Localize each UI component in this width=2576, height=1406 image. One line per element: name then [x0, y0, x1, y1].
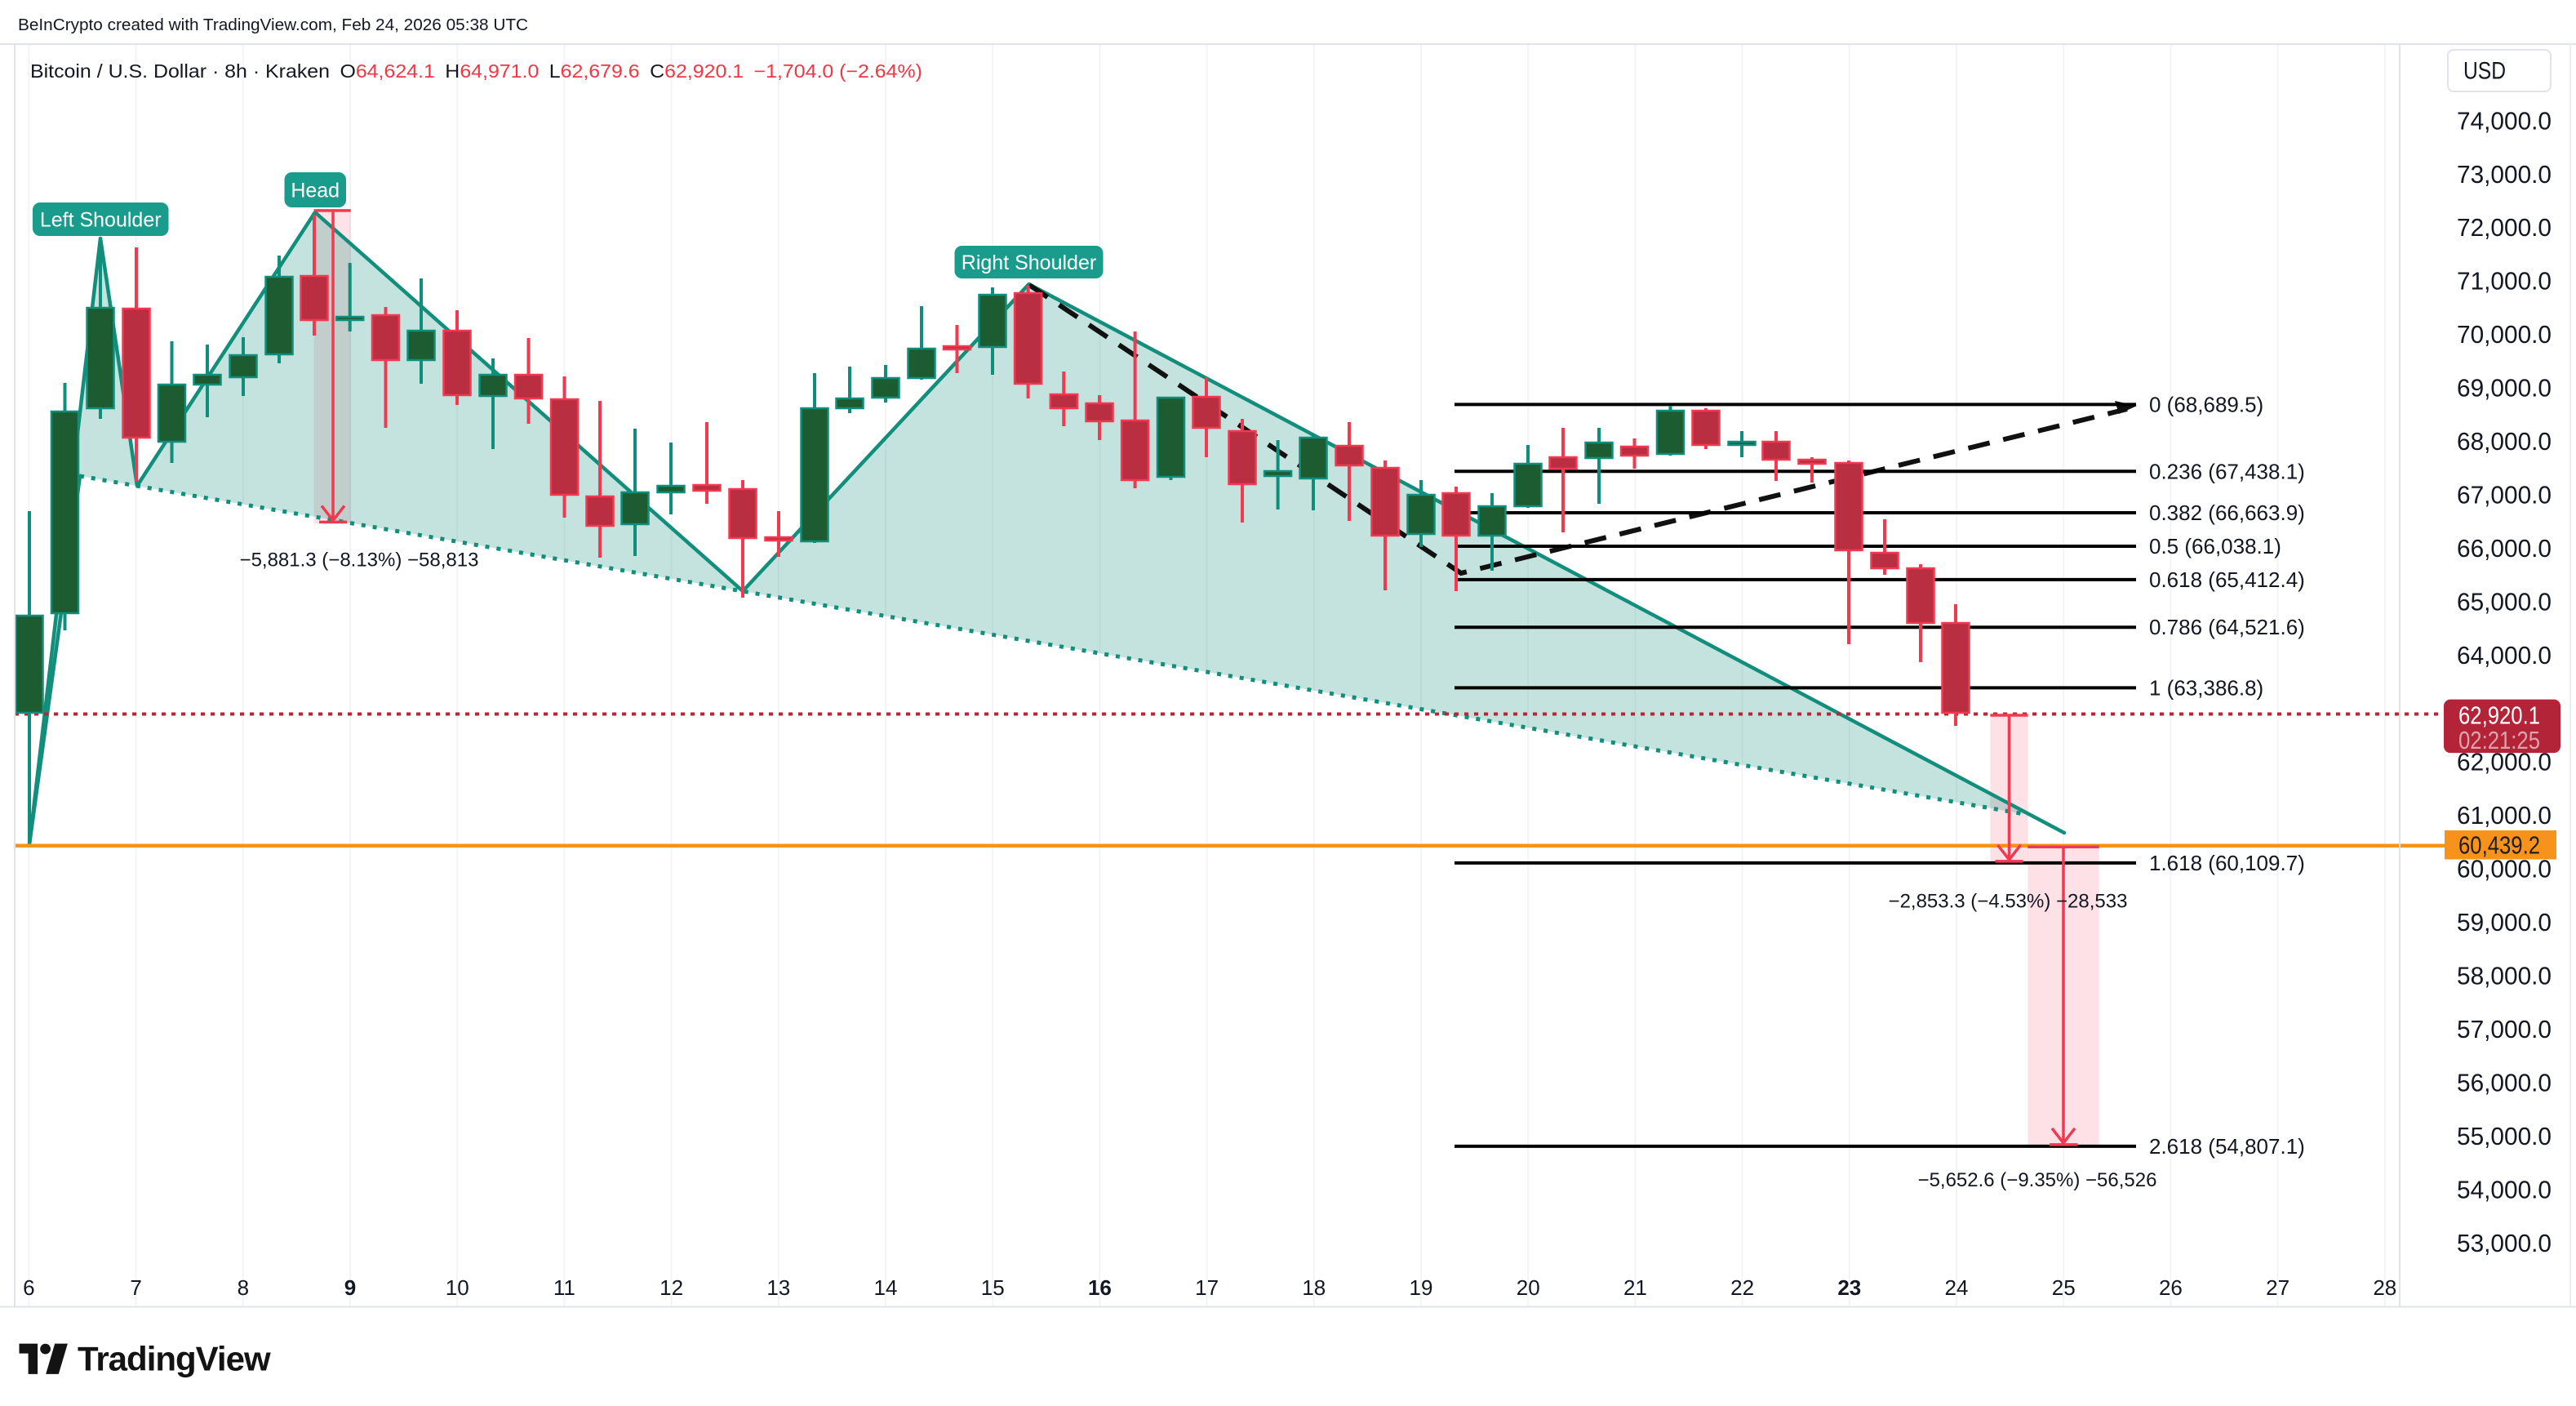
- svg-text:23: 23: [1837, 1275, 1861, 1300]
- svg-text:71,000.0: 71,000.0: [2457, 267, 2552, 296]
- svg-text:65,000.0: 65,000.0: [2457, 587, 2552, 616]
- svg-text:64,000.0: 64,000.0: [2457, 641, 2552, 670]
- svg-text:−5,652.6 (−9.35%) −56,526: −5,652.6 (−9.35%) −56,526: [1918, 1169, 2157, 1191]
- svg-text:Head: Head: [291, 180, 340, 202]
- svg-text:55,000.0: 55,000.0: [2457, 1122, 2552, 1150]
- svg-text:6: 6: [23, 1275, 34, 1300]
- svg-text:19: 19: [1410, 1275, 1433, 1300]
- svg-text:54,000.0: 54,000.0: [2457, 1175, 2552, 1204]
- svg-text:56,000.0: 56,000.0: [2457, 1068, 2552, 1097]
- svg-text:10: 10: [446, 1275, 469, 1300]
- svg-text:BeInCrypto created with Tradin: BeInCrypto created with TradingView.com,…: [18, 16, 528, 34]
- svg-text:02:21:25: 02:21:25: [2458, 726, 2540, 754]
- svg-text:61,000.0: 61,000.0: [2457, 801, 2552, 830]
- svg-text:18: 18: [1302, 1275, 1326, 1300]
- svg-text:69,000.0: 69,000.0: [2457, 374, 2552, 403]
- svg-text:Right Shoulder: Right Shoulder: [962, 251, 1096, 274]
- svg-text:28: 28: [2373, 1275, 2396, 1300]
- svg-text:0.5 (66,038.1): 0.5 (66,038.1): [2149, 534, 2281, 558]
- svg-text:14: 14: [874, 1275, 898, 1300]
- svg-text:62,920.1: 62,920.1: [2458, 701, 2540, 729]
- svg-text:57,000.0: 57,000.0: [2457, 1015, 2552, 1043]
- svg-text:13: 13: [766, 1275, 790, 1300]
- svg-text:Bitcoin / U.S. Dollar · 8h · K: Bitcoin / U.S. Dollar · 8h · Kraken O 64,…: [30, 60, 922, 82]
- svg-text:27: 27: [2266, 1275, 2290, 1300]
- svg-text:11: 11: [553, 1275, 575, 1300]
- svg-text:25: 25: [2052, 1275, 2076, 1300]
- svg-text:USD: USD: [2463, 58, 2506, 85]
- svg-text:74,000.0: 74,000.0: [2457, 106, 2552, 135]
- svg-text:1.618 (60,109.7): 1.618 (60,109.7): [2149, 851, 2305, 875]
- svg-text:60,439.2: 60,439.2: [2458, 831, 2540, 860]
- svg-text:58,000.0: 58,000.0: [2457, 962, 2552, 990]
- svg-text:17: 17: [1195, 1275, 1219, 1300]
- svg-text:72,000.0: 72,000.0: [2457, 213, 2552, 242]
- svg-text:1 (63,386.8): 1 (63,386.8): [2149, 675, 2263, 700]
- svg-text:7: 7: [130, 1275, 141, 1300]
- svg-text:21: 21: [1623, 1275, 1647, 1300]
- svg-text:66,000.0: 66,000.0: [2457, 534, 2552, 563]
- svg-text:73,000.0: 73,000.0: [2457, 160, 2552, 189]
- svg-text:TradingView: TradingView: [78, 1340, 271, 1378]
- svg-text:0.236 (67,438.1): 0.236 (67,438.1): [2149, 459, 2305, 483]
- svg-text:8: 8: [238, 1275, 249, 1300]
- svg-text:12: 12: [660, 1275, 683, 1300]
- svg-text:0.618 (65,412.4): 0.618 (65,412.4): [2149, 567, 2305, 592]
- svg-text:22: 22: [1730, 1275, 1754, 1300]
- svg-text:2.618 (54,807.1): 2.618 (54,807.1): [2149, 1134, 2305, 1159]
- svg-text:0.382 (66,663.9): 0.382 (66,663.9): [2149, 501, 2305, 525]
- svg-text:16: 16: [1088, 1275, 1112, 1300]
- svg-text:59,000.0: 59,000.0: [2457, 908, 2552, 937]
- svg-text:20: 20: [1517, 1275, 1540, 1300]
- svg-text:15: 15: [981, 1275, 1005, 1300]
- svg-text:26: 26: [2159, 1275, 2183, 1300]
- svg-text:0.786 (64,521.6): 0.786 (64,521.6): [2149, 615, 2305, 639]
- svg-text:68,000.0: 68,000.0: [2457, 427, 2552, 456]
- svg-text:67,000.0: 67,000.0: [2457, 481, 2552, 509]
- svg-text:Left Shoulder: Left Shoulder: [40, 209, 162, 232]
- svg-text:0 (68,689.5): 0 (68,689.5): [2149, 392, 2263, 416]
- svg-text:−5,881.3 (−8.13%) −58,813: −5,881.3 (−8.13%) −58,813: [240, 549, 479, 572]
- svg-text:53,000.0: 53,000.0: [2457, 1229, 2552, 1257]
- svg-text:70,000.0: 70,000.0: [2457, 320, 2552, 349]
- svg-text:−2,853.3 (−4.53%) −28,533: −2,853.3 (−4.53%) −28,533: [1889, 891, 2128, 913]
- svg-text:24: 24: [1945, 1275, 1969, 1300]
- svg-text:9: 9: [344, 1275, 356, 1300]
